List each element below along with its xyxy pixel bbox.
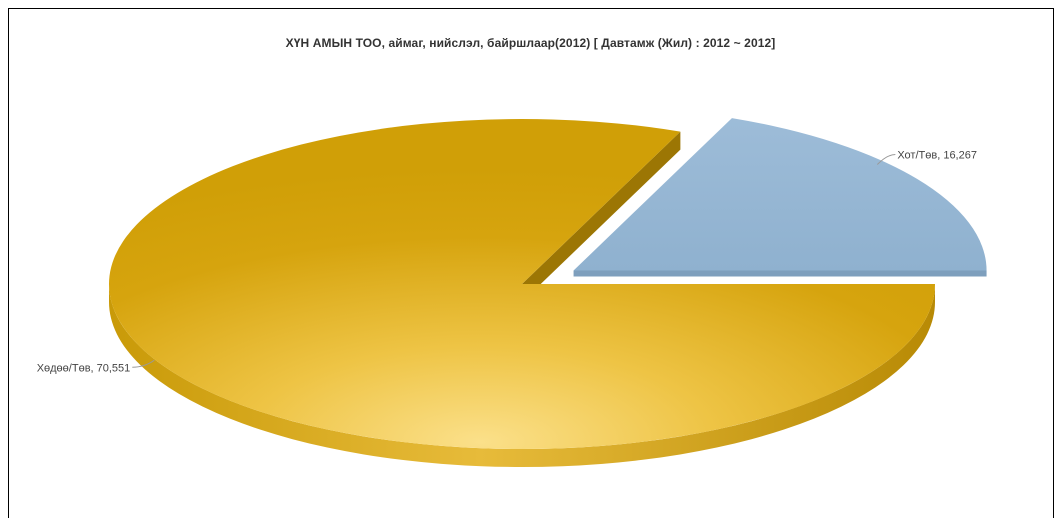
pie-slice-khodoo[interactable]: [109, 119, 935, 450]
data-label-khot: Хот/Төв, 16,267: [897, 149, 977, 161]
chart-title: ХҮН АМЫН ТОО, аймаг, нийслэл, байршлаар(…: [285, 36, 776, 50]
label-leader-khodoo: [132, 359, 155, 368]
pie-slice-side-khot: [573, 270, 987, 277]
label-leader-khot: [876, 153, 896, 165]
pie-slice-khot[interactable]: [573, 118, 987, 271]
pie-slice-cut-khodoo: [522, 131, 681, 302]
data-label-khodoo: Хөдөө/Төв, 70,551: [37, 362, 131, 374]
